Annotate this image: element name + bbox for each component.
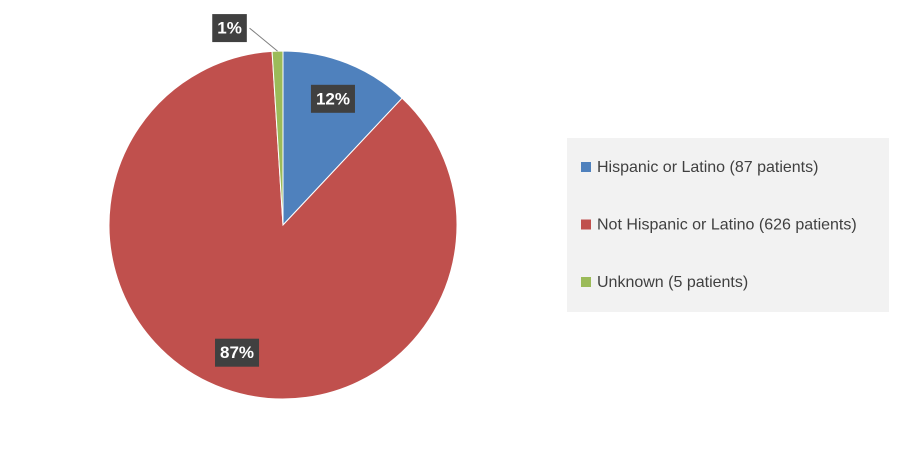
legend-swatch <box>581 277 591 287</box>
data-label: 87% <box>220 343 254 362</box>
leader-line <box>249 27 278 52</box>
data-label-box <box>215 338 260 367</box>
legend-swatch <box>581 162 591 172</box>
data-label: 1% <box>217 19 242 38</box>
data-label-box <box>212 14 247 43</box>
data-label-box <box>310 84 355 113</box>
data-label: 12% <box>316 89 350 108</box>
legend-label: Hispanic or Latino (87 patients) <box>597 159 818 176</box>
legend-box <box>567 138 889 312</box>
pie-slice <box>108 50 458 400</box>
legend: Hispanic or Latino (87 patients) Not Hisp… <box>581 159 857 291</box>
legend-swatch <box>581 219 591 230</box>
data-labels: 12% 87% 1% <box>212 14 355 367</box>
legend-label: Unknown (5 patients) <box>597 274 748 291</box>
legend-label: Not Hispanic or Latino (626 patients) <box>597 217 857 234</box>
slices <box>108 50 458 400</box>
